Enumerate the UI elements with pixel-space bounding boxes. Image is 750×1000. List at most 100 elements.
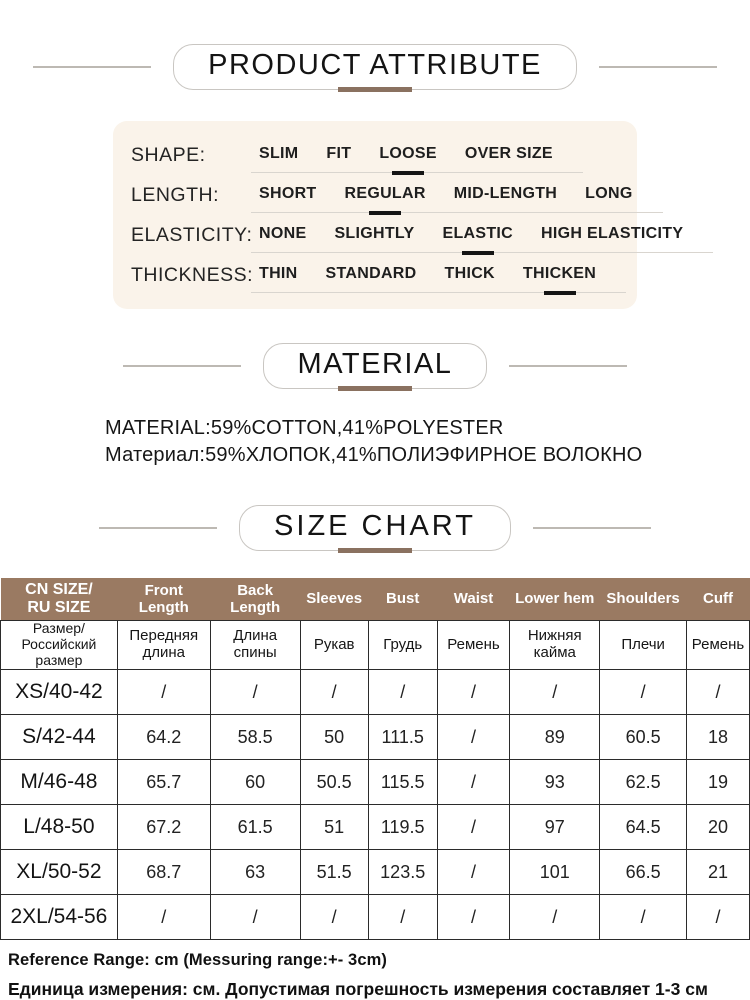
attribute-options-thickness: THIN STANDARD THICK THICKEN bbox=[251, 263, 627, 293]
product-attribute-title: PRODUCT ATTRIBUTE bbox=[208, 49, 542, 81]
attribute-row-thickness: THICKNESS: THIN STANDARD THICK THICKEN bbox=[131, 263, 637, 293]
value-cell: / bbox=[436, 714, 511, 760]
material-line-ru: Материал:59%ХЛОПОК,41%ПОЛИЭФИРНОЕ ВОЛОКН… bbox=[105, 444, 643, 466]
attribute-option: HIGH ELASTICITY bbox=[541, 225, 684, 242]
value-cell: / bbox=[209, 894, 301, 940]
value-cell: 51 bbox=[299, 804, 369, 850]
value-cell: 65.7 bbox=[116, 759, 211, 805]
value-cell: 51.5 bbox=[299, 849, 369, 895]
attribute-option: LOOSE bbox=[379, 145, 437, 162]
header-cell-waist-ru: Ремень bbox=[436, 620, 511, 670]
value-cell: 97 bbox=[509, 804, 601, 850]
size-cell: 2XL/54-56 bbox=[0, 894, 118, 940]
value-cell: 60.5 bbox=[599, 714, 688, 760]
value-cell: 50.5 bbox=[299, 759, 369, 805]
attributes-panel: SHAPE: SLIM FIT LOOSE OVER SIZE LENGTH: … bbox=[113, 121, 714, 309]
value-cell: 101 bbox=[509, 849, 601, 895]
product-attribute-title-box: PRODUCT ATTRIBUTE bbox=[173, 44, 577, 92]
header-cell-sleeves-ru: Рукав bbox=[299, 620, 369, 670]
size-chart-table: CN SIZE/ RU SIZE Front Length Back Lengt… bbox=[0, 578, 750, 940]
header-cell-waist: Waist bbox=[437, 578, 510, 621]
section-header-product-attribute: PRODUCT ATTRIBUTE bbox=[0, 44, 750, 92]
divider-line bbox=[33, 66, 152, 68]
attribute-option: ELASTIC bbox=[442, 225, 514, 242]
section-header-size-chart: SIZE CHART bbox=[0, 505, 750, 553]
header-cell-size-ru: Размер/ Российский размер bbox=[0, 620, 118, 670]
value-cell: 123.5 bbox=[367, 849, 438, 895]
attribute-option: FIT bbox=[326, 145, 352, 162]
title-accent-bar bbox=[337, 386, 412, 391]
value-cell: 64.2 bbox=[116, 714, 211, 760]
size-cell: S/42-44 bbox=[0, 714, 118, 760]
header-cell-front-length-ru: Передняя длина bbox=[116, 620, 211, 670]
attribute-options-length: SHORT REGULAR MID-LENGTH LONG bbox=[251, 183, 663, 213]
divider-line bbox=[122, 365, 241, 367]
attribute-row-elasticity: ELASTICITY: NONE SLIGHTLY ELASTIC HIGH E… bbox=[131, 223, 714, 253]
header-cell-shoulders-ru: Плечи bbox=[599, 620, 688, 670]
size-chart-title-box: SIZE CHART bbox=[239, 505, 511, 553]
value-cell: 58.5 bbox=[209, 714, 301, 760]
value-cell: / bbox=[509, 669, 601, 715]
value-cell: / bbox=[686, 894, 750, 940]
table-header-row-en: CN SIZE/ RU SIZE Front Length Back Lengt… bbox=[0, 578, 750, 621]
attribute-option: LONG bbox=[585, 185, 633, 202]
measurement-notes: Reference Range: cm (Messuring range:+- … bbox=[8, 951, 750, 1000]
value-cell: / bbox=[116, 669, 211, 715]
value-cell: / bbox=[509, 894, 601, 940]
attribute-options-elasticity: NONE SLIGHTLY ELASTIC HIGH ELASTICITY bbox=[251, 223, 714, 253]
header-cell-cuff: Cuff bbox=[686, 578, 750, 621]
value-cell: 89 bbox=[509, 714, 601, 760]
value-cell: / bbox=[686, 669, 750, 715]
value-cell: / bbox=[116, 894, 211, 940]
value-cell: 93 bbox=[509, 759, 601, 805]
header-cell-bust-ru: Грудь bbox=[367, 620, 438, 670]
attribute-option: MID-LENGTH bbox=[453, 185, 558, 202]
attribute-row-shape: SHAPE: SLIM FIT LOOSE OVER SIZE bbox=[131, 143, 637, 173]
value-cell: 66.5 bbox=[599, 849, 688, 895]
attribute-option: SLIGHTLY bbox=[334, 225, 415, 242]
header-cell-bust: Bust bbox=[368, 578, 438, 621]
value-cell: 68.7 bbox=[116, 849, 211, 895]
attribute-row-length: LENGTH: SHORT REGULAR MID-LENGTH LONG bbox=[131, 183, 663, 213]
title-accent-bar bbox=[337, 548, 412, 553]
size-cell: XL/50-52 bbox=[0, 849, 118, 895]
table-row-m: M/46-48 65.7 60 50.5 115.5 / 93 62.5 19 bbox=[0, 759, 750, 805]
attribute-option: SHORT bbox=[259, 185, 317, 202]
attribute-label-length: LENGTH: bbox=[131, 184, 220, 206]
material-composition: MATERIAL:59%COTTON,41%POLYESTER Материал… bbox=[105, 415, 750, 469]
value-cell: 115.5 bbox=[367, 759, 438, 805]
table-row-s: S/42-44 64.2 58.5 50 111.5 / 89 60.5 18 bbox=[0, 714, 750, 760]
table-header-row-ru: Размер/ Российский размер Передняя длина… bbox=[0, 620, 750, 670]
value-cell: 21 bbox=[686, 849, 750, 895]
header-cell-shoulders: Shoulders bbox=[599, 578, 687, 621]
header-cell-size: CN SIZE/ RU SIZE bbox=[0, 578, 118, 621]
value-cell: 64.5 bbox=[599, 804, 688, 850]
note-line-en: Reference Range: cm (Messuring range:+- … bbox=[8, 951, 387, 969]
header-cell-back-length-ru: Длина спины bbox=[209, 620, 301, 670]
value-cell: 60 bbox=[209, 759, 301, 805]
attribute-options-shape: SLIM FIT LOOSE OVER SIZE bbox=[251, 143, 583, 173]
divider-line bbox=[509, 365, 628, 367]
size-chart-title: SIZE CHART bbox=[274, 510, 476, 542]
size-cell: L/48-50 bbox=[0, 804, 118, 850]
value-cell: / bbox=[299, 669, 369, 715]
value-cell: / bbox=[367, 894, 438, 940]
value-cell: 111.5 bbox=[367, 714, 438, 760]
attribute-option: THICKEN bbox=[522, 265, 597, 282]
table-row-l: L/48-50 67.2 61.5 51 119.5 / 97 64.5 20 bbox=[0, 804, 750, 850]
attribute-option: THICK bbox=[444, 265, 495, 282]
size-cell: M/46-48 bbox=[0, 759, 118, 805]
value-cell: 50 bbox=[299, 714, 369, 760]
value-cell: / bbox=[436, 849, 511, 895]
value-cell: / bbox=[599, 669, 688, 715]
attribute-label-shape: SHAPE: bbox=[131, 144, 206, 166]
header-cell-lower-hem: Lower hem bbox=[509, 578, 600, 621]
attribute-option: STANDARD bbox=[325, 265, 417, 282]
value-cell: / bbox=[367, 669, 438, 715]
table-row-2xl: 2XL/54-56 / / / / / / / / bbox=[0, 894, 750, 940]
divider-line bbox=[598, 66, 717, 68]
attribute-option: NONE bbox=[259, 225, 307, 242]
section-header-material: MATERIAL bbox=[0, 343, 750, 391]
note-line-ru: Единица измерения: см. Допустимая погреш… bbox=[8, 979, 708, 999]
